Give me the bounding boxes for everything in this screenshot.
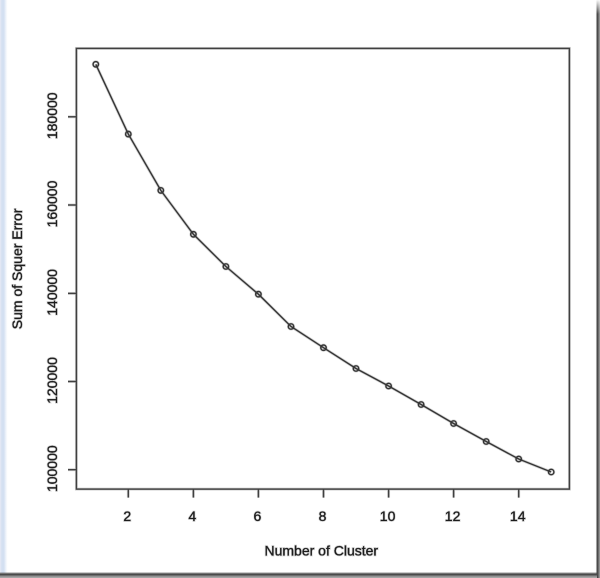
svg-text:Sum of Squer Error: Sum of Squer Error [9,208,25,329]
svg-text:Number of Cluster: Number of Cluster [265,542,379,558]
svg-text:8: 8 [319,508,327,524]
svg-text:12: 12 [445,508,461,524]
svg-text:100000: 100000 [44,445,60,492]
svg-text:Number of Cluster: Number of Cluster [265,542,379,558]
svg-text:8: 8 [319,508,327,524]
svg-text:160000: 160000 [44,180,60,227]
svg-text:180000: 180000 [44,92,60,139]
svg-text:6: 6 [254,508,262,524]
svg-text:12: 12 [445,508,461,524]
svg-text:4: 4 [189,508,197,524]
svg-text:160000: 160000 [44,180,60,227]
svg-text:100000: 100000 [44,445,60,492]
svg-text:6: 6 [254,508,262,524]
svg-text:10: 10 [380,508,396,524]
svg-text:140000: 140000 [44,269,60,316]
svg-text:140000: 140000 [44,269,60,316]
svg-text:14: 14 [510,508,526,524]
svg-text:180000: 180000 [44,92,60,139]
svg-text:10: 10 [380,508,396,524]
svg-text:2: 2 [123,508,131,524]
svg-text:120000: 120000 [44,357,60,404]
svg-text:4: 4 [189,508,197,524]
svg-text:120000: 120000 [44,357,60,404]
svg-text:14: 14 [510,508,526,524]
svg-text:2: 2 [123,508,131,524]
svg-text:Sum of Squer Error: Sum of Squer Error [9,208,25,329]
